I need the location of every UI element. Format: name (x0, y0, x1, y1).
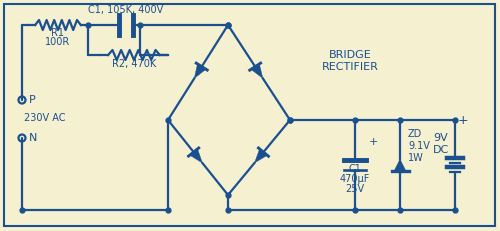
Polygon shape (254, 149, 268, 163)
Text: C1, 105K, 400V: C1, 105K, 400V (88, 5, 163, 15)
Text: P: P (29, 95, 36, 105)
Text: 230V AC: 230V AC (24, 113, 66, 123)
Text: R2, 470K: R2, 470K (112, 59, 156, 69)
Text: 1W: 1W (408, 153, 424, 163)
Text: +: + (369, 137, 378, 147)
Polygon shape (394, 159, 406, 170)
Text: RECTIFIER: RECTIFIER (322, 62, 378, 72)
Text: 9V: 9V (433, 133, 448, 143)
Text: 25V: 25V (346, 184, 364, 194)
Text: BRIDGE: BRIDGE (328, 50, 372, 60)
Text: DC: DC (433, 145, 449, 155)
Polygon shape (190, 149, 202, 163)
Text: R1: R1 (52, 28, 64, 38)
Text: 9.1V: 9.1V (408, 141, 430, 151)
Text: +: + (458, 114, 468, 127)
Polygon shape (194, 64, 206, 78)
Text: 470μF: 470μF (340, 174, 370, 184)
Text: 100R: 100R (46, 37, 70, 47)
Text: ZD: ZD (408, 129, 422, 139)
Polygon shape (251, 64, 263, 78)
Text: C1: C1 (348, 164, 362, 174)
Text: N: N (29, 133, 38, 143)
